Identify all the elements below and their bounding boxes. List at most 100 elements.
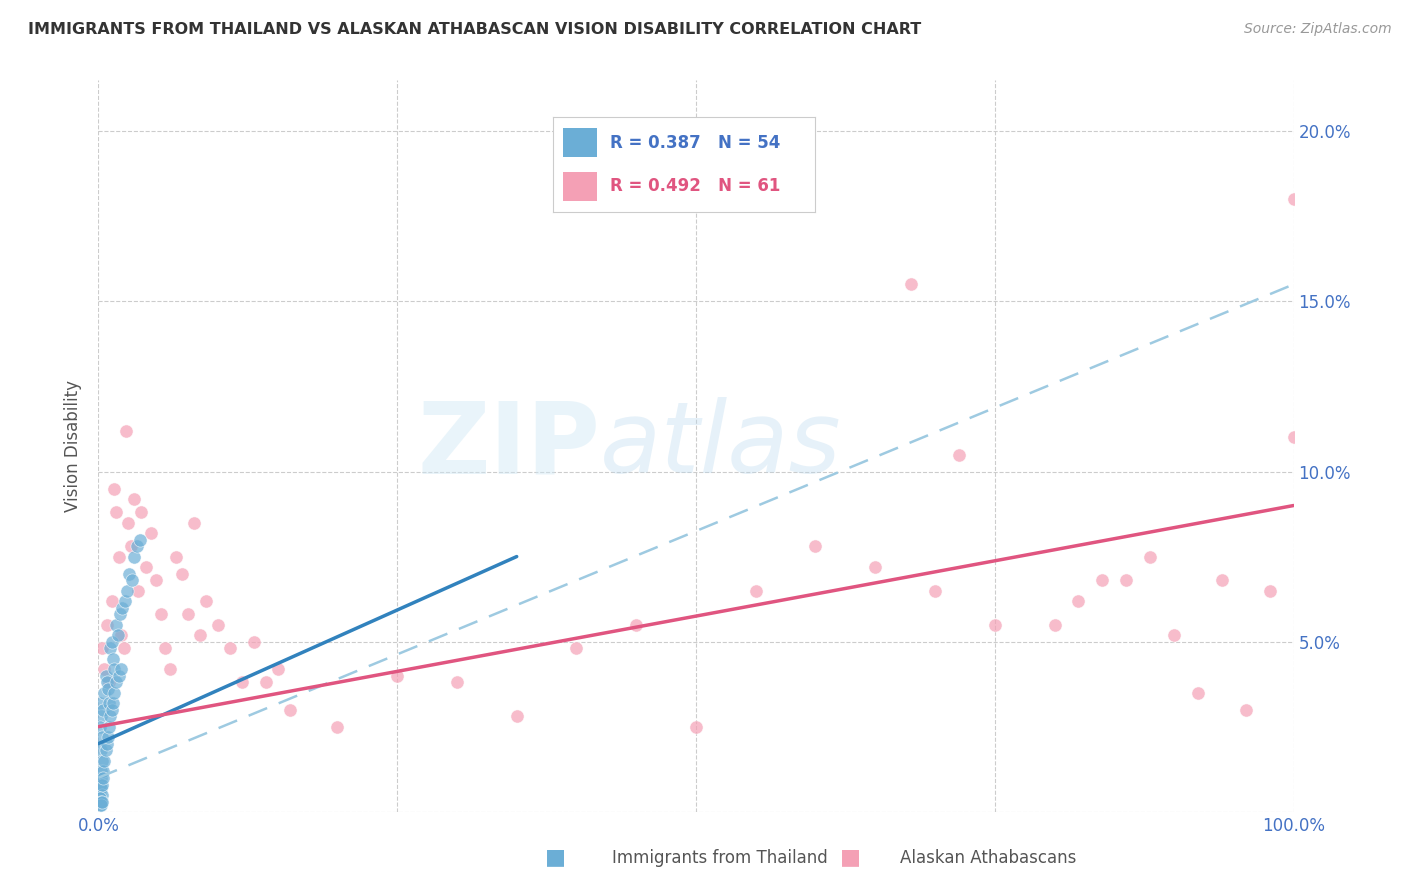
Point xyxy=(115,583,138,598)
Point xyxy=(91,777,114,791)
Y-axis label: Vision Disability: Vision Disability xyxy=(65,380,83,512)
Point xyxy=(1067,594,1090,608)
Point xyxy=(172,566,194,581)
Point xyxy=(110,628,132,642)
Point xyxy=(90,797,112,812)
Point xyxy=(1187,686,1209,700)
Point xyxy=(254,675,277,690)
Point xyxy=(96,617,118,632)
Text: R = 0.492   N = 61: R = 0.492 N = 61 xyxy=(610,178,780,195)
Point xyxy=(231,675,253,690)
Point xyxy=(243,634,266,648)
Point xyxy=(90,743,112,757)
Text: ■: ■ xyxy=(841,847,860,867)
Point xyxy=(1258,583,1281,598)
Point xyxy=(219,641,242,656)
Point xyxy=(100,703,122,717)
Point xyxy=(685,720,707,734)
Point xyxy=(89,791,111,805)
Text: Alaskan Athabascans: Alaskan Athabascans xyxy=(900,849,1076,867)
Point xyxy=(89,696,111,710)
Point xyxy=(98,641,122,656)
Point xyxy=(90,771,112,785)
Point xyxy=(112,641,135,656)
Point xyxy=(127,583,149,598)
Point xyxy=(121,574,143,588)
Point xyxy=(105,675,128,690)
Point xyxy=(278,703,301,717)
Point xyxy=(93,754,115,768)
Point xyxy=(101,696,124,710)
Text: atlas: atlas xyxy=(600,398,842,494)
Point xyxy=(91,641,114,656)
Point xyxy=(91,795,114,809)
Point xyxy=(1043,617,1066,632)
Point xyxy=(89,788,111,802)
Point xyxy=(94,743,117,757)
Point xyxy=(125,540,148,554)
Point xyxy=(745,583,768,598)
Text: ZIP: ZIP xyxy=(418,398,600,494)
Point xyxy=(863,559,887,574)
Point xyxy=(948,448,970,462)
Point xyxy=(90,764,112,778)
Point xyxy=(96,675,118,690)
Point xyxy=(90,780,112,795)
Point xyxy=(93,686,115,700)
Point xyxy=(124,491,146,506)
Point xyxy=(89,777,111,791)
Point xyxy=(804,540,827,554)
Point xyxy=(110,662,132,676)
Point xyxy=(145,574,167,588)
Point xyxy=(188,628,211,642)
Point xyxy=(101,651,124,665)
Text: Immigrants from Thailand: Immigrants from Thailand xyxy=(612,849,827,867)
Point xyxy=(194,594,218,608)
Point xyxy=(506,709,529,723)
Point xyxy=(103,662,125,676)
Point xyxy=(114,594,136,608)
Point xyxy=(93,662,115,676)
Point xyxy=(129,533,152,547)
Point xyxy=(91,754,114,768)
Point xyxy=(91,788,114,802)
Point xyxy=(124,549,146,564)
Point xyxy=(267,662,290,676)
Point xyxy=(115,424,138,438)
Point xyxy=(103,686,125,700)
Point xyxy=(94,668,117,682)
Point xyxy=(1091,574,1114,588)
Point xyxy=(98,696,121,710)
Point xyxy=(89,720,111,734)
Point xyxy=(565,641,588,656)
Point xyxy=(98,709,122,723)
Point xyxy=(149,607,172,622)
Point xyxy=(155,641,177,656)
Point xyxy=(97,682,120,697)
Point xyxy=(90,795,112,809)
Point xyxy=(385,668,409,682)
Point xyxy=(183,516,205,530)
Point xyxy=(1234,703,1257,717)
Point xyxy=(984,617,1007,632)
Point xyxy=(91,730,114,744)
Point xyxy=(107,668,129,682)
Point xyxy=(1115,574,1137,588)
Point xyxy=(1211,574,1233,588)
Point xyxy=(100,594,122,608)
Point xyxy=(131,505,153,519)
Point xyxy=(165,549,187,564)
Point xyxy=(108,607,131,622)
Text: R = 0.387   N = 54: R = 0.387 N = 54 xyxy=(610,134,780,152)
Text: ■: ■ xyxy=(546,847,565,867)
Point xyxy=(103,482,125,496)
Point xyxy=(111,600,134,615)
Text: IMMIGRANTS FROM THAILAND VS ALASKAN ATHABASCAN VISION DISABILITY CORRELATION CHA: IMMIGRANTS FROM THAILAND VS ALASKAN ATHA… xyxy=(28,22,921,37)
Text: Source: ZipAtlas.com: Source: ZipAtlas.com xyxy=(1244,22,1392,37)
Point xyxy=(105,617,128,632)
Point xyxy=(117,516,139,530)
Point xyxy=(100,634,122,648)
Point xyxy=(135,559,157,574)
Point xyxy=(326,720,349,734)
Point xyxy=(107,549,129,564)
